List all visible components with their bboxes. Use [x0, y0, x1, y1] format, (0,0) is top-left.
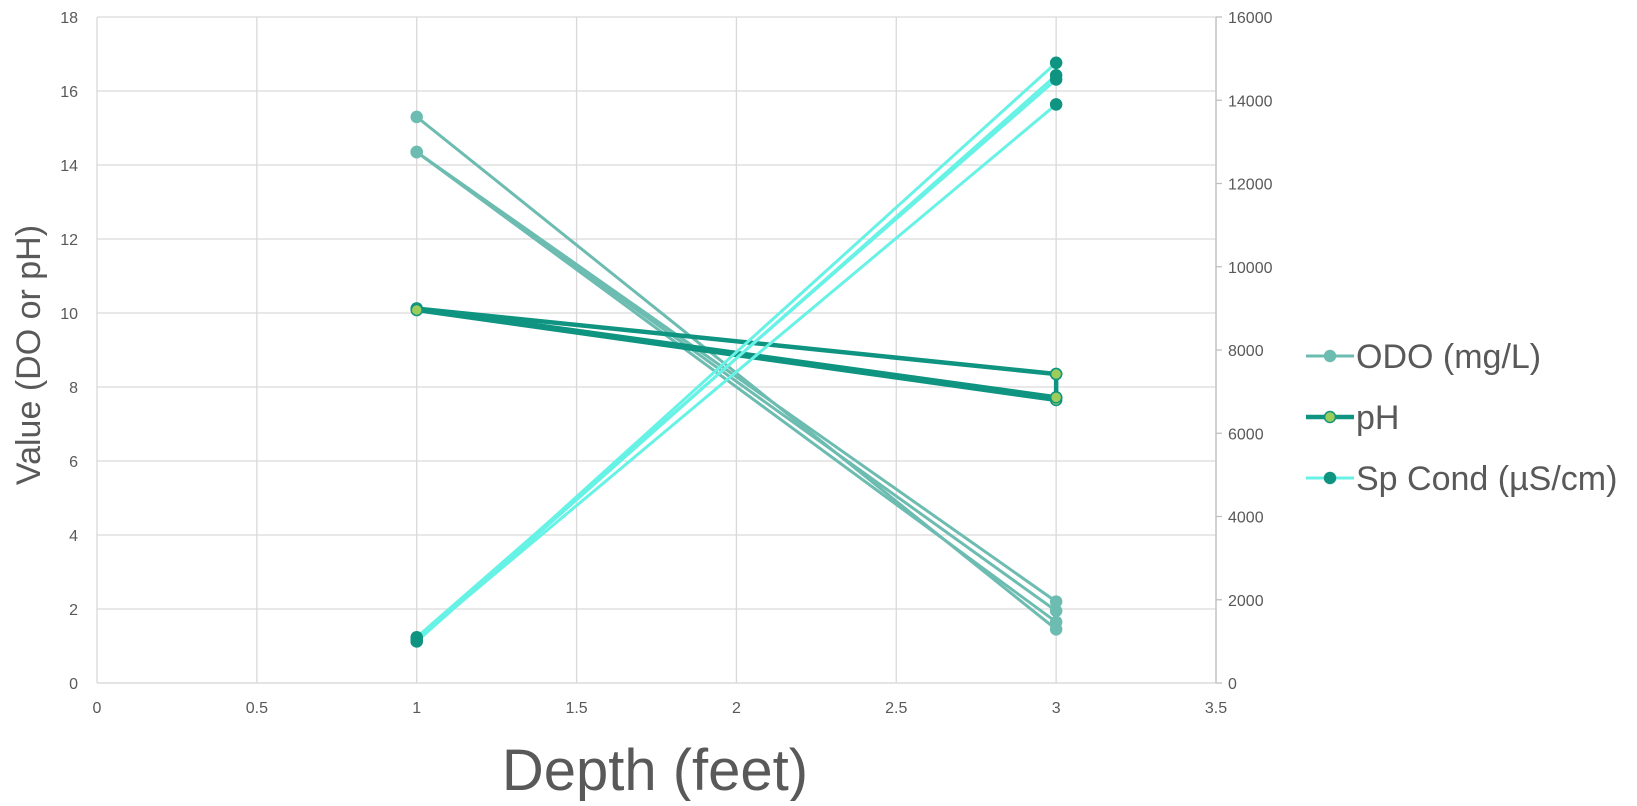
x-axis-title: Depth (feet): [502, 738, 808, 801]
y2-tick-label: 12000: [1228, 177, 1273, 194]
series-line: [415, 102, 1058, 641]
y-tick-label: 0: [69, 676, 78, 693]
x-tick-label: 0: [93, 700, 102, 717]
data-point: [1049, 73, 1063, 86]
series-line: [414, 307, 1059, 403]
data-point: [410, 110, 423, 124]
legend-marker-sp-cond: [1323, 471, 1337, 485]
data-point: [1049, 98, 1063, 111]
y-tick-label: 6: [69, 454, 78, 471]
series-3: [415, 61, 1058, 643]
y2-tick-label: 14000: [1228, 93, 1273, 110]
legend-marker-ph: [1323, 410, 1337, 424]
legend-label-odo: ODO (mg/L): [1356, 338, 1541, 376]
y-tick-label: 18: [60, 10, 78, 27]
tick-labels: 0 0.5 1 1.5 2 2.5 3 3.5024681012141618020004000…: [60, 10, 1272, 717]
x-tick-label: 2: [732, 700, 741, 717]
y2-tick-label: 8000: [1228, 343, 1264, 360]
y2-tick-label: 16000: [1228, 10, 1273, 27]
x-tick-label: 0.5: [246, 700, 268, 717]
x-tick-label: 1: [412, 700, 421, 717]
data-point: [1049, 595, 1063, 608]
y-tick-label: 2: [69, 602, 78, 619]
y2-tick-label: 6000: [1228, 426, 1264, 443]
y2-tick-label: 4000: [1228, 510, 1264, 527]
series-markers-2: [410, 302, 1063, 407]
y2-tick-label: 10000: [1228, 260, 1273, 277]
data-point: [1049, 56, 1063, 70]
x-tick-label: 1.5: [565, 700, 587, 717]
y-tick-label: 8: [69, 380, 78, 397]
data-point: [1049, 615, 1063, 629]
legend-item-sp-cond: Sp Cond (µS/cm): [1306, 460, 1617, 498]
legend-item-ph: pH: [1306, 399, 1399, 437]
series-layer: [410, 56, 1063, 648]
data-point: [1049, 391, 1063, 404]
series-markers-1: [410, 110, 1063, 636]
series-markers-3: [410, 56, 1063, 648]
y-tick-label: 14: [60, 158, 78, 175]
y-tick-label: 12: [60, 232, 78, 249]
gridlines: [96, 16, 1217, 684]
series-line: [414, 306, 1059, 377]
series-line: [415, 61, 1058, 643]
x-tick-label: 3.5: [1205, 700, 1227, 717]
data-point: [410, 635, 423, 648]
y-tick-label: 10: [60, 306, 78, 323]
series-line: [415, 150, 1058, 624]
y-tick-label: 16: [60, 84, 78, 101]
y2-tick-label: 0: [1228, 676, 1237, 693]
y-tick-label: 4: [69, 528, 78, 545]
x-tick-label: 2.5: [885, 700, 907, 717]
y-axis-title: Value (DO or pH): [10, 225, 48, 485]
axes: [97, 16, 1222, 684]
legend: ODO (mg/L) pH Sp Cond (µS/cm): [1306, 338, 1617, 498]
legend-label-sp-cond: Sp Cond (µS/cm): [1356, 460, 1617, 498]
legend-item-odo: ODO (mg/L): [1306, 338, 1541, 376]
x-tick-label: 3: [1052, 700, 1061, 717]
data-point: [1049, 367, 1063, 381]
legend-marker-odo: [1323, 349, 1337, 363]
series-line: [415, 150, 1058, 604]
y2-tick-label: 2000: [1228, 593, 1264, 610]
legend-label-ph: pH: [1356, 399, 1399, 437]
data-point: [410, 303, 423, 317]
data-point: [410, 145, 423, 159]
